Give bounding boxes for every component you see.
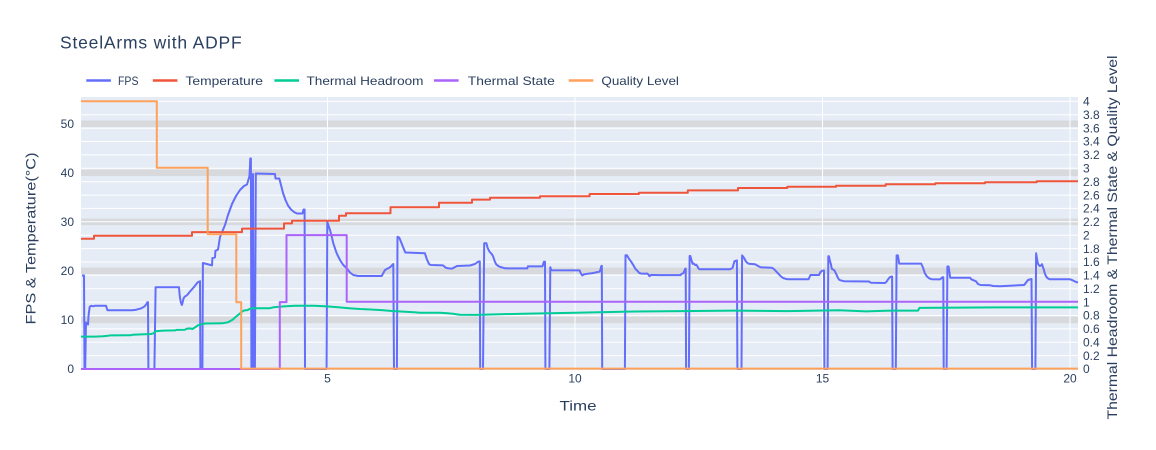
svg-text:0.4: 0.4 — [1083, 335, 1100, 349]
svg-text:50: 50 — [61, 117, 75, 131]
svg-text:1.2: 1.2 — [1083, 282, 1100, 296]
svg-text:3.2: 3.2 — [1083, 148, 1100, 162]
svg-text:4: 4 — [1083, 95, 1090, 109]
svg-text:Temperature: Temperature — [186, 74, 264, 88]
svg-text:0: 0 — [67, 362, 74, 376]
svg-text:1.6: 1.6 — [1083, 255, 1100, 269]
svg-text:SteelArms with ADPF: SteelArms with ADPF — [60, 33, 242, 53]
svg-text:0.2: 0.2 — [1083, 349, 1100, 363]
svg-text:Thermal Headroom: Thermal Headroom — [307, 74, 424, 88]
svg-text:3: 3 — [1083, 162, 1090, 176]
svg-text:10: 10 — [61, 313, 75, 327]
svg-text:5: 5 — [324, 372, 331, 386]
svg-text:3.8: 3.8 — [1083, 108, 1100, 122]
svg-text:2.8: 2.8 — [1083, 175, 1100, 189]
svg-text:30: 30 — [61, 215, 75, 229]
svg-text:3.4: 3.4 — [1083, 135, 1100, 149]
svg-text:15: 15 — [816, 372, 830, 386]
svg-text:1: 1 — [1083, 295, 1090, 309]
svg-text:FPS: FPS — [118, 74, 139, 88]
svg-text:0: 0 — [1083, 362, 1090, 376]
svg-text:Thermal State: Thermal State — [468, 74, 555, 88]
svg-text:3.6: 3.6 — [1083, 121, 1100, 135]
svg-text:2.2: 2.2 — [1083, 215, 1100, 229]
svg-text:1.4: 1.4 — [1083, 269, 1100, 283]
svg-text:2.6: 2.6 — [1083, 188, 1100, 202]
svg-text:20: 20 — [1063, 372, 1077, 386]
svg-text:FPS & Temperature(°C): FPS & Temperature(°C) — [23, 153, 39, 325]
svg-text:2.4: 2.4 — [1083, 202, 1100, 216]
svg-text:10: 10 — [568, 372, 582, 386]
svg-text:Quality Level: Quality Level — [601, 74, 679, 88]
svg-text:Time: Time — [560, 398, 597, 414]
svg-text:40: 40 — [61, 166, 75, 180]
svg-text:2: 2 — [1083, 228, 1090, 242]
svg-text:0.6: 0.6 — [1083, 322, 1100, 336]
svg-text:Thermal Headroom & Thermal Sta: Thermal Headroom & Thermal State & Quali… — [1104, 55, 1120, 419]
svg-text:1.8: 1.8 — [1083, 242, 1100, 256]
svg-text:0.8: 0.8 — [1083, 309, 1100, 323]
svg-text:20: 20 — [61, 264, 75, 278]
